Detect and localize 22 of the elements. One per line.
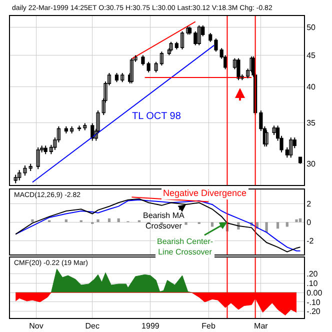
y-tick-label: .10: [306, 278, 318, 288]
y-tick-label: 45: [306, 51, 316, 60]
y-tick-label: .20: [306, 269, 318, 278]
annotation: TL OCT 98: [132, 111, 182, 122]
y-tick-label: -.20: [306, 307, 321, 316]
y-tick-label: -2: [306, 236, 314, 246]
y-tick-label: 50: [306, 22, 316, 32]
annotation: Negative Divergence: [163, 188, 247, 198]
x-tick-label: Dec: [85, 322, 100, 331]
annotation: Bearish MA Crossover: [143, 211, 186, 230]
y-tick-label: 2: [306, 199, 312, 208]
x-tick-label: 1999: [142, 322, 160, 331]
x-tick-label: Nov: [29, 322, 44, 331]
y-tick-label: 30: [306, 160, 316, 169]
x-tick-label: Feb: [202, 322, 216, 331]
y-tick-label: 35: [306, 118, 316, 128]
y-tick-label: 0: [306, 218, 312, 227]
annotation: Bearish Center- Line Crossover: [157, 237, 214, 256]
x-tick-label: Mar: [254, 322, 268, 331]
y-tick-label: -.10: [306, 298, 321, 307]
y-tick-label: 0.00: [306, 288, 323, 298]
y-tick-label: 40: [306, 82, 316, 92]
